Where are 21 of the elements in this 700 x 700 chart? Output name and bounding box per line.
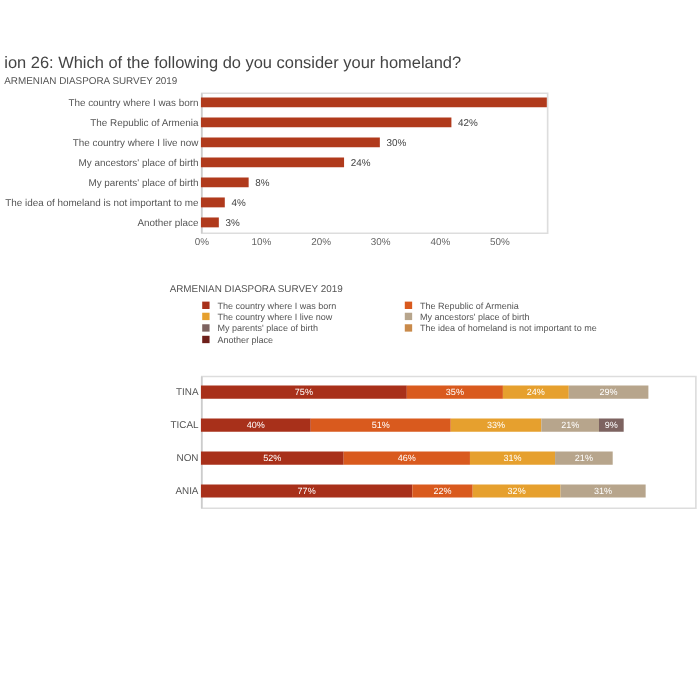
chart-title: ion 26: Which of the following do you consider your homeland? (4, 53, 463, 72)
bar (200, 451, 344, 465)
bar (472, 484, 561, 498)
bar (200, 157, 345, 168)
bar (200, 197, 225, 208)
bar (406, 385, 503, 399)
bar (200, 97, 547, 108)
bar (200, 137, 380, 148)
bar (310, 418, 451, 432)
bar (412, 484, 473, 498)
bar (200, 217, 219, 228)
bar (200, 418, 311, 432)
bar (200, 117, 452, 128)
bar (200, 177, 249, 188)
bar (469, 451, 556, 465)
bar (200, 385, 407, 399)
bar (450, 418, 542, 432)
bar (555, 451, 613, 465)
bar (560, 484, 646, 498)
bar (343, 451, 470, 465)
bar (200, 484, 413, 498)
